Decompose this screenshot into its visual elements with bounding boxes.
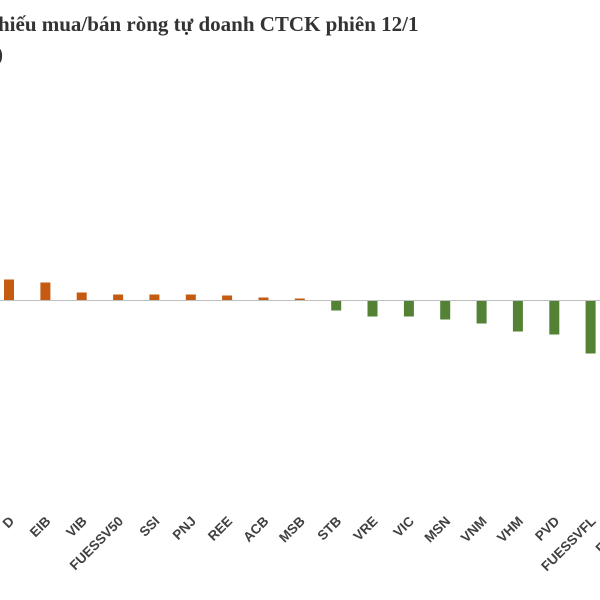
bar-vhm: [512, 300, 523, 332]
tick-label-ree: REE: [205, 514, 235, 544]
tick-label-acb: ACB: [240, 513, 271, 544]
tick-label-vic: VIC: [390, 513, 417, 540]
bar-msb: [294, 298, 305, 301]
bar-msn: [440, 300, 451, 320]
tick-label-ssi: SSI: [137, 514, 163, 540]
bar-fuessvfl: [585, 300, 596, 354]
bar-ssi: [149, 294, 160, 301]
tick-label-pnj: PNJ: [170, 514, 199, 543]
bar-vre: [367, 300, 378, 317]
tick-label-msn: MSN: [422, 514, 454, 546]
bar-vic: [403, 300, 414, 317]
bar-fuessv50: [113, 294, 124, 301]
bar-stb: [331, 300, 342, 311]
bar-vnm: [476, 300, 487, 324]
chart-unit: ): [0, 42, 3, 67]
tick-label-vib: VIB: [63, 513, 90, 540]
tick-label-vre: VRE: [350, 514, 380, 544]
tick-label-d: D: [0, 513, 17, 531]
bar-pnj: [185, 294, 196, 301]
bar-acb: [258, 297, 269, 301]
bars-group: [4, 279, 596, 354]
tick-label-msb: MSB: [276, 513, 308, 545]
tick-label-vnm: VNM: [458, 514, 490, 546]
bar-eib: [40, 282, 51, 301]
tick-label-eib: EIB: [27, 513, 54, 540]
tick-label-stb: STB: [315, 513, 345, 543]
bar-pvd: [549, 300, 560, 335]
tick-label-pvd: PVD: [532, 513, 562, 543]
bar-ree: [222, 295, 233, 301]
chart-title: hiếu mua/bán ròng tự doanh CTCK phiên 12…: [0, 12, 419, 36]
tick-label-vhm: VHM: [494, 514, 526, 546]
bar-vib: [76, 292, 87, 301]
bar-d: [4, 279, 14, 301]
